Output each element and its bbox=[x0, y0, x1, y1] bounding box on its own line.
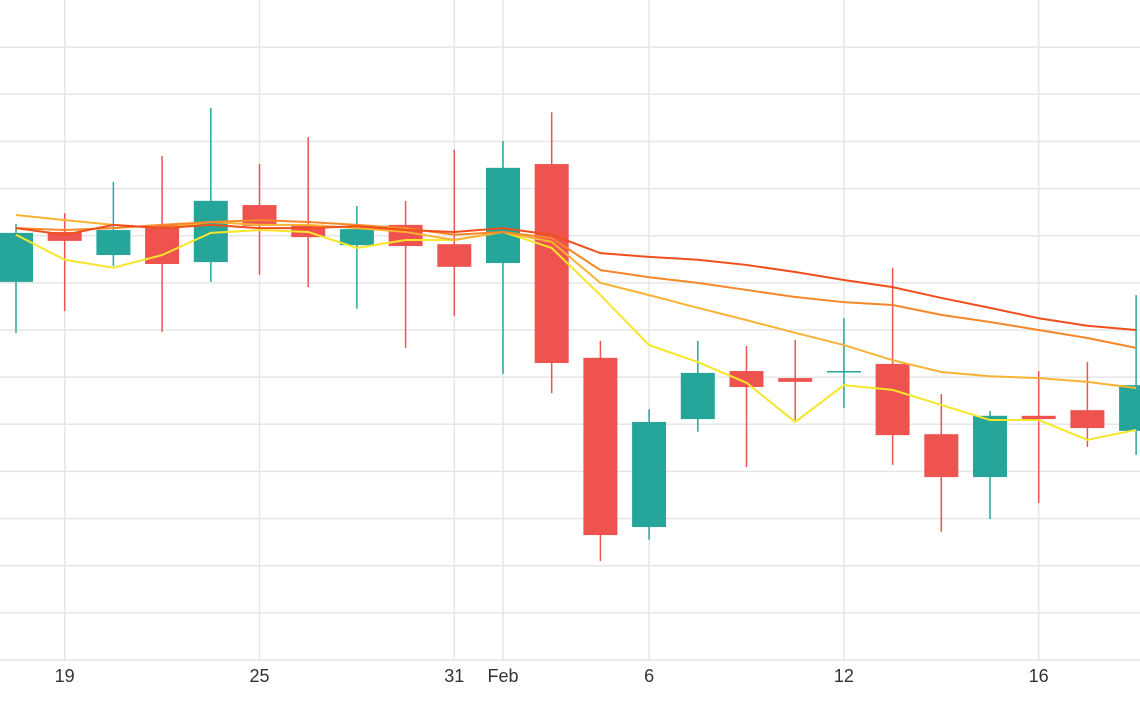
moving-average-line bbox=[15, 219, 1137, 349]
x-tick-label: 19 bbox=[55, 666, 75, 686]
candle-body bbox=[973, 415, 1007, 478]
candle-body bbox=[486, 167, 520, 264]
moving-average-line bbox=[15, 223, 1137, 331]
candle-body bbox=[1070, 410, 1105, 429]
candle-body bbox=[778, 378, 813, 382]
candle-body bbox=[242, 205, 277, 226]
x-tick-label: 16 bbox=[1029, 666, 1049, 686]
candle-body bbox=[1021, 415, 1056, 420]
candle-body bbox=[826, 371, 861, 373]
candle-body bbox=[96, 230, 131, 256]
candle-body bbox=[632, 421, 667, 528]
x-tick-label: 31 bbox=[444, 666, 464, 686]
candle-body bbox=[583, 357, 618, 536]
candle-body bbox=[47, 231, 82, 241]
x-tick-label: 25 bbox=[249, 666, 269, 686]
candle-body bbox=[437, 244, 472, 267]
candle-body bbox=[924, 434, 959, 478]
candle-body bbox=[534, 164, 569, 363]
candle-body bbox=[339, 229, 374, 246]
candle-body bbox=[875, 363, 910, 436]
candle-body bbox=[680, 372, 715, 420]
x-tick-label: 6 bbox=[644, 666, 654, 686]
moving-average-line bbox=[15, 229, 1137, 441]
candle-body bbox=[1119, 385, 1140, 431]
candle-body bbox=[729, 371, 764, 388]
x-tick-label: 12 bbox=[834, 666, 854, 686]
moving-average-line bbox=[15, 213, 1137, 389]
x-tick-label: Feb bbox=[487, 666, 518, 686]
